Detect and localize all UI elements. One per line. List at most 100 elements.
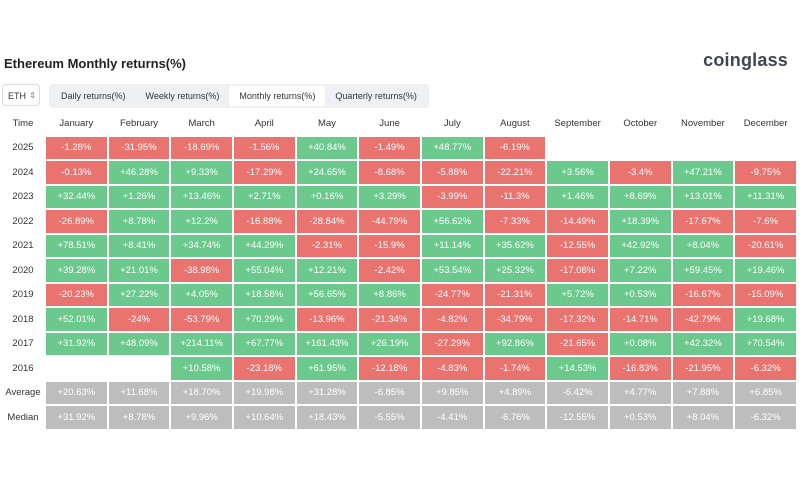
return-cell-april: -16.88% xyxy=(233,210,295,233)
return-cell-november: +47.21% xyxy=(672,161,734,184)
column-header-september: September xyxy=(554,117,601,129)
return-cell-july: -4.82% xyxy=(421,308,483,331)
return-cell-march: +10.58% xyxy=(171,357,232,380)
return-cell-january: +31.92% xyxy=(46,332,107,355)
return-cell-october: +0.53% xyxy=(609,406,671,429)
return-cell-april: +44.29% xyxy=(233,234,295,257)
return-cell-december: -7.6% xyxy=(735,210,796,233)
return-cell-december: +6.85% xyxy=(735,381,796,404)
coin-select[interactable]: ETH ⇕ xyxy=(2,84,40,106)
tab-monthly-returns[interactable]: Monthly returns(%) xyxy=(229,86,326,106)
return-cell-september: +1.46% xyxy=(547,185,608,208)
return-cell-january: -0.13% xyxy=(46,161,107,184)
row-label: 2021 xyxy=(12,240,34,252)
return-cell-june: -6.85% xyxy=(359,381,420,404)
return-cell-november: +59.45% xyxy=(672,259,734,282)
year-row-2021: 2021 +78.51% +8.41% +34.74% +44.29% -2.31% -15… xyxy=(2,234,796,257)
return-cell-january: +32.44% xyxy=(46,185,107,208)
return-cell-december: +19.68% xyxy=(735,308,796,331)
return-cell-march: +9.33% xyxy=(171,161,232,184)
return-cell-october: +4.77% xyxy=(609,381,671,404)
return-cell-april: +67.77% xyxy=(233,332,295,355)
year-row-2016: 2016 +10.58% -23.18% +61.95% -12.18% -4.83% -1… xyxy=(2,357,796,380)
year-row-2024: 2024 -0.13% +46.28% +9.33% -17.29% +24.65% -8.… xyxy=(2,161,796,184)
return-cell-october: +8.69% xyxy=(609,185,671,208)
return-cell-november: -21.95% xyxy=(672,357,734,380)
return-cell-june: -1.49% xyxy=(359,136,420,159)
return-cell-april: -1.56% xyxy=(233,136,295,159)
return-cell-september: -21.65% xyxy=(547,332,608,355)
return-cell-april: -17.29% xyxy=(233,161,295,184)
return-cell-november: -42.79% xyxy=(672,308,734,331)
return-cell-october xyxy=(610,137,671,160)
tab-weekly-returns[interactable]: Weekly returns(%) xyxy=(145,91,220,101)
return-cell-may: -2.31% xyxy=(296,234,358,257)
return-cell-may: +0.16% xyxy=(296,185,358,208)
return-cell-february: +8.78% xyxy=(108,210,170,233)
row-label: 2019 xyxy=(12,289,34,301)
return-cell-november: +13.01% xyxy=(672,185,734,208)
return-cell-february: -31.95% xyxy=(108,136,170,159)
return-cell-february: +11.68% xyxy=(108,381,170,404)
return-cell-february: +8.78% xyxy=(108,406,170,429)
return-cell-february: +1.26% xyxy=(108,185,170,208)
return-cell-september: +5.72% xyxy=(547,283,608,306)
return-cell-october: -16.83% xyxy=(609,357,671,380)
column-header-july: July xyxy=(443,117,461,129)
row-label: 2022 xyxy=(12,215,34,227)
return-cell-september: -6.42% xyxy=(547,381,608,404)
year-row-2018: 2018 +52.01% -24% -53.79% +70.29% -13.96% -21.… xyxy=(2,308,796,331)
return-cell-august: +4.89% xyxy=(484,381,546,404)
tab-quarterly-returns[interactable]: Quarterly returns(%) xyxy=(335,91,417,101)
return-cell-december: -6.32% xyxy=(735,406,796,429)
return-cell-august: -21.31% xyxy=(484,283,546,306)
year-row-2020: 2020 +39.28% +21.01% -38.98% +55.04% +12.21% -… xyxy=(2,259,796,282)
tab-daily-returns[interactable]: Daily returns(%) xyxy=(61,91,126,101)
return-cell-march: -53.79% xyxy=(171,308,232,331)
return-cell-october: +0.53% xyxy=(609,283,671,306)
row-label: 2025 xyxy=(12,142,34,154)
column-header-time: Time xyxy=(12,117,34,129)
return-cell-july: -4.41% xyxy=(421,406,483,429)
chevron-updown-icon: ⇕ xyxy=(29,91,36,100)
return-cell-november: +7.88% xyxy=(672,381,734,404)
returns-table: Time January February March April May June July… xyxy=(0,110,798,431)
return-cell-may: +12.21% xyxy=(296,259,358,282)
return-cell-january: +39.28% xyxy=(46,259,107,282)
return-cell-february: +48.09% xyxy=(108,332,170,355)
return-cell-august: -6.19% xyxy=(484,136,546,159)
return-cell-december xyxy=(735,137,796,160)
column-header-december: December xyxy=(743,117,788,129)
year-row-2025: 2025 -1.28% -31.95% -18.69% -1.56% +40.84% -1.… xyxy=(2,136,796,160)
coin-select-value: ETH xyxy=(8,91,26,101)
return-cell-july: -5.88% xyxy=(421,161,483,184)
return-cell-may: +40.84% xyxy=(296,136,358,159)
return-cell-february: +8.41% xyxy=(108,234,170,257)
return-cell-november: -16.67% xyxy=(672,283,734,306)
return-cell-march: +4.05% xyxy=(171,283,232,306)
return-cell-august: -1.74% xyxy=(484,357,546,380)
period-tabs: Daily returns(%) Weekly returns(%) Month… xyxy=(49,84,429,108)
return-cell-january: +52.01% xyxy=(46,308,107,331)
return-cell-june: -2.42% xyxy=(359,259,420,282)
return-cell-september xyxy=(547,137,608,160)
column-header-february: February xyxy=(119,117,158,129)
return-cell-january: -1.28% xyxy=(46,136,107,159)
return-cell-august: -22.21% xyxy=(484,161,546,184)
return-cell-july: +11.14% xyxy=(421,234,483,257)
row-label: 2024 xyxy=(12,166,34,178)
column-header-january: January xyxy=(59,117,94,129)
return-cell-august: -34.79% xyxy=(484,308,546,331)
return-cell-october: +42.92% xyxy=(609,234,671,257)
return-cell-july: +9.85% xyxy=(421,381,483,404)
return-cell-april: +19.98% xyxy=(233,381,295,404)
row-label: 2018 xyxy=(12,313,34,325)
return-cell-september: -17.32% xyxy=(547,308,608,331)
return-cell-june: -12.18% xyxy=(359,357,420,380)
return-cell-october: -14.71% xyxy=(609,308,671,331)
return-cell-january: +20.63% xyxy=(46,381,107,404)
return-cell-december: +70.54% xyxy=(735,332,796,355)
return-cell-november: +8.04% xyxy=(672,406,734,429)
return-cell-april: -23.18% xyxy=(233,357,295,380)
return-cell-december: -20.61% xyxy=(735,234,796,257)
